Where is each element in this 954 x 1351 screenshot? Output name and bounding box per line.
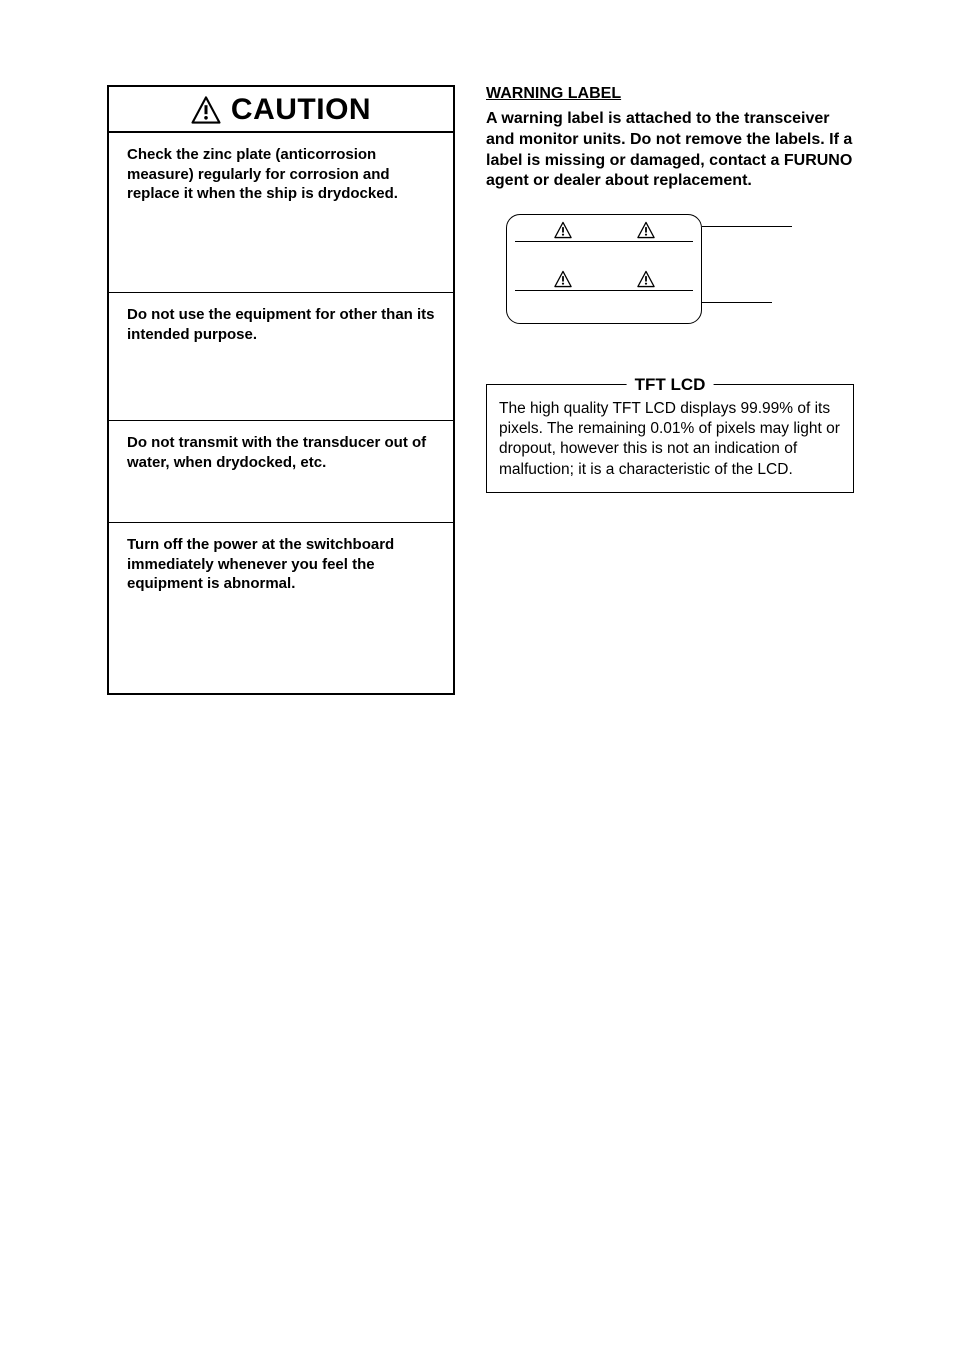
icon-line <box>515 270 693 288</box>
warning-label-text: A warning label is attached to the trans… <box>486 109 854 192</box>
tft-box: TFT LCD The high quality TFT LCD display… <box>486 384 854 493</box>
label-diagram <box>506 214 854 334</box>
page: CAUTION Check the zinc plate (anticorros… <box>0 0 954 1351</box>
label-gap <box>515 291 693 313</box>
caution-title: CAUTION <box>231 93 371 127</box>
tft-heading-text: TFT LCD <box>635 375 706 395</box>
warning-icon <box>637 270 655 288</box>
warning-icon <box>191 95 221 125</box>
caution-header: CAUTION <box>109 87 453 133</box>
caution-item: Check the zinc plate (anticorrosion meas… <box>109 133 453 293</box>
warning-icon <box>637 221 655 239</box>
icon-line <box>515 221 693 239</box>
warning-label-heading: WARNING LABEL <box>486 85 854 103</box>
label-box <box>506 214 702 324</box>
right-column: WARNING LABEL A warning label is attache… <box>486 85 854 1351</box>
label-row <box>515 270 693 313</box>
tft-body: The high quality TFT LCD displays 99.99%… <box>499 399 843 480</box>
caution-item: Do not transmit with the transducer out … <box>109 421 453 523</box>
caution-box: CAUTION Check the zinc plate (anticorros… <box>107 85 455 695</box>
warning-icon <box>554 221 572 239</box>
callout-line <box>702 226 792 227</box>
tft-heading: TFT LCD <box>627 375 714 395</box>
label-row <box>515 221 693 264</box>
label-gap <box>515 242 693 264</box>
callout-line <box>702 302 772 303</box>
caution-item: Do not use the equipment for other than … <box>109 293 453 421</box>
caution-item: Turn off the power at the switchboard im… <box>109 523 453 693</box>
callouts <box>702 214 792 334</box>
warning-icon <box>554 270 572 288</box>
left-column: CAUTION Check the zinc plate (anticorros… <box>107 85 456 1351</box>
